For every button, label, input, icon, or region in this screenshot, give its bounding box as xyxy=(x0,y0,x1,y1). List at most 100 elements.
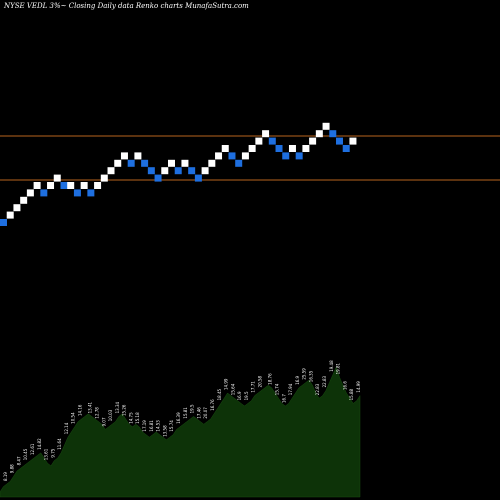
volume-value-label: 16.9 xyxy=(295,375,300,384)
renko-brick-up xyxy=(120,152,128,160)
volume-value-label: 5.73 xyxy=(0,479,1,488)
renko-brick-down xyxy=(329,130,337,138)
volume-value-label: 10.45 xyxy=(23,448,28,460)
renko-brick-up xyxy=(168,159,175,167)
volume-value-label: 8.19 xyxy=(3,472,8,481)
volume-value-label: 9.75 xyxy=(50,448,55,457)
renko-brick-down xyxy=(87,189,95,197)
renko-brick-down xyxy=(147,167,155,175)
renko-brick-down xyxy=(40,189,48,197)
volume-value-label: 14.99 xyxy=(224,378,229,390)
renko-brick-up xyxy=(302,145,310,152)
renko-brick-down xyxy=(154,174,162,182)
volume-value-label: 15.88 xyxy=(349,388,354,400)
renko-brick-up xyxy=(221,145,229,152)
chart-title: NYSE VEDL 3%~ Closing Daily data Renko c… xyxy=(4,2,249,10)
renko-brick-down xyxy=(127,159,135,167)
renko-brick-up xyxy=(215,152,223,160)
volume-value-label: 18.45 xyxy=(217,388,222,400)
renko-brick-down xyxy=(73,189,81,197)
renko-brick-up xyxy=(33,182,41,189)
volume-value-label: 16.9 xyxy=(237,391,242,400)
volume-area xyxy=(0,366,361,498)
renko-brick-up xyxy=(349,137,357,145)
renko-brick-down xyxy=(268,137,276,145)
volume-value-label: 17.46 xyxy=(196,407,201,419)
volume-value-label: 9.88 xyxy=(10,464,15,473)
volume-labels: 5.738.199.888.4710.4512.6114.8213.619.75… xyxy=(0,360,361,489)
renko-brick-down xyxy=(228,152,236,160)
volume-value-label: 19.5 xyxy=(190,404,195,413)
renko-brick-up xyxy=(309,137,317,145)
volume-value-label: 15.18 xyxy=(135,412,140,424)
volume-value-label: 8.47 xyxy=(16,456,21,465)
volume-panel xyxy=(0,366,361,498)
renko-brick-up xyxy=(26,189,34,197)
renko-brick-up xyxy=(100,174,108,182)
renko-brick-down xyxy=(336,137,343,145)
renko-brick-up xyxy=(20,196,28,204)
renko-brick-up xyxy=(322,122,330,130)
volume-value-label: 15.64 xyxy=(230,383,235,395)
volume-value-label: 11.64 xyxy=(57,438,62,450)
renko-brick-up xyxy=(94,182,102,189)
renko-brick-up xyxy=(67,182,75,189)
volume-value-label: 19.48 xyxy=(329,360,334,372)
renko-brick-up xyxy=(255,137,263,145)
volume-value-label: 16.81 xyxy=(149,420,154,432)
volume-value-label: 20.07 xyxy=(203,407,208,419)
renko-brick-up xyxy=(53,174,61,182)
volume-value-label: 14.16 xyxy=(78,404,83,416)
volume-value-label: 12.78 xyxy=(95,407,100,419)
renko-brick-down xyxy=(188,167,196,175)
renko-brick-down xyxy=(295,152,303,160)
volume-value-label: 25.59 xyxy=(302,368,307,380)
renko-brick-up xyxy=(288,145,296,152)
volume-value-label: 9.07 xyxy=(101,417,106,426)
volume-value-label: 13.41 xyxy=(88,401,93,413)
volume-value-label: 10.03 xyxy=(108,409,113,421)
volume-value-label: 14.75 xyxy=(129,412,134,424)
renko-brick-down xyxy=(194,174,202,182)
renko-brick-up xyxy=(248,145,256,152)
volume-value-label: 14.82 xyxy=(37,438,42,450)
renko-brick-up xyxy=(161,167,169,175)
volume-value-label: 14.53 xyxy=(156,420,161,432)
renko-brick-up xyxy=(262,130,270,138)
renko-brick-up xyxy=(114,159,122,167)
renko-brick-up xyxy=(241,152,249,160)
volume-value-label: 16.6 xyxy=(342,381,347,390)
renko-brick-down xyxy=(275,145,283,152)
volume-value-label: 16.76 xyxy=(210,399,215,411)
renko-brick-up xyxy=(208,159,216,167)
volume-value-label: 15.26 xyxy=(122,404,127,416)
volume-value-label: 16.35 xyxy=(309,370,314,382)
renko-brick-down xyxy=(174,167,182,175)
renko-brick-up xyxy=(47,182,55,189)
renko-brick-up xyxy=(134,152,142,160)
renko-brick-up xyxy=(6,211,14,219)
renko-brick-down xyxy=(60,182,68,189)
renko-brick-up xyxy=(181,159,189,167)
volume-value-label: 19.81 xyxy=(336,362,341,374)
volume-value-label: 13.58 xyxy=(162,425,167,437)
volume-value-label: 14.99 xyxy=(356,381,361,393)
renko-brick-down xyxy=(342,145,350,152)
renko-brick-down xyxy=(0,219,7,226)
renko-brick-down xyxy=(282,152,290,160)
volume-value-label: 20.58 xyxy=(258,375,263,387)
volume-value-label: 18.76 xyxy=(268,373,273,385)
volume-value-label: 19.5 xyxy=(244,391,249,400)
volume-value-label: 17.19 xyxy=(142,420,147,432)
renko-brick-down xyxy=(235,159,243,167)
renko-brick-up xyxy=(107,167,115,175)
renko-brick-up xyxy=(315,130,323,138)
volume-value-label: 22.83 xyxy=(322,375,327,387)
volume-value-label: 10.54 xyxy=(71,412,76,424)
volume-value-label: 16.39 xyxy=(176,412,181,424)
volume-value-label: 15.74 xyxy=(275,383,280,395)
level-lines xyxy=(0,135,500,181)
volume-value-label: 13.61 xyxy=(44,448,49,460)
renko-brick-up xyxy=(13,204,21,212)
